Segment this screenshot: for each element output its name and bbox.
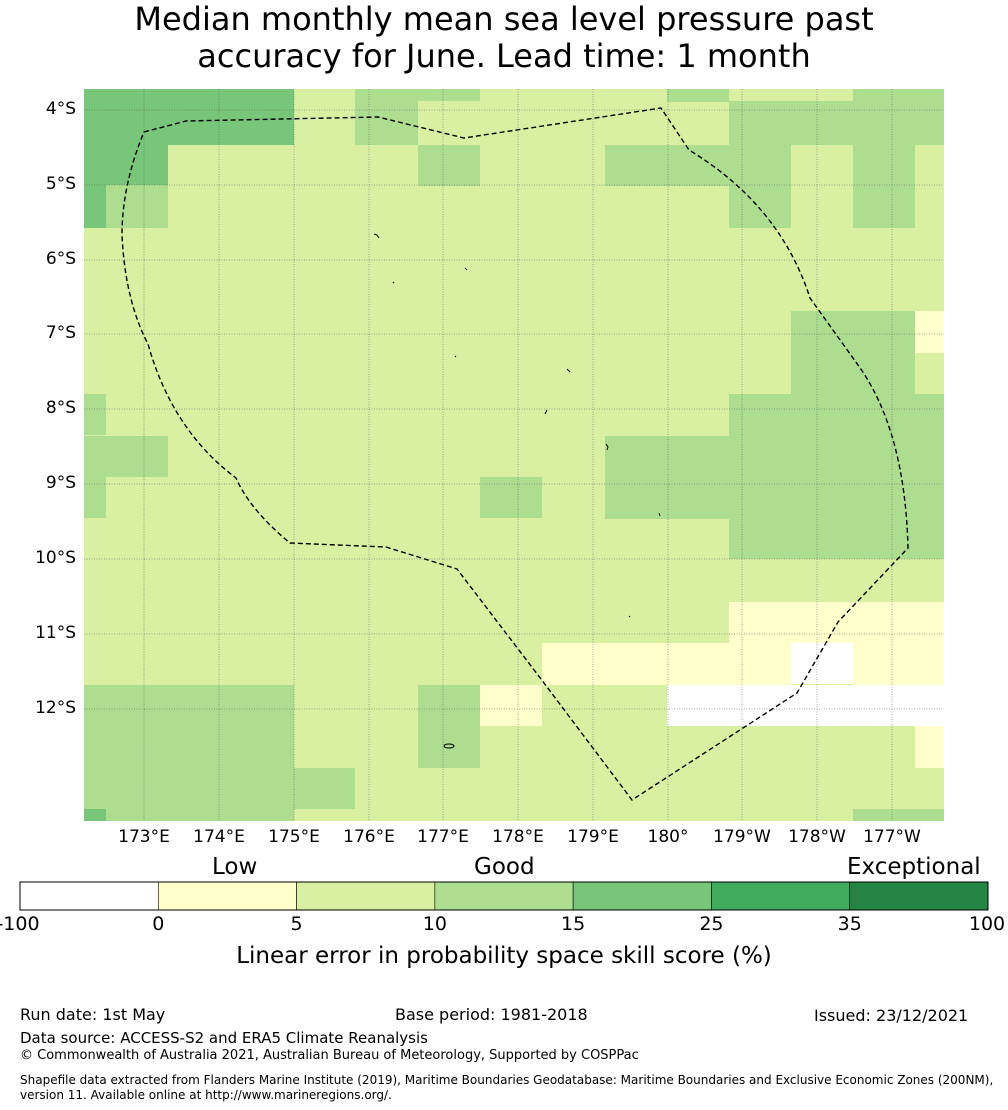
island <box>566 368 571 373</box>
run-date: Run date: 1st May <box>20 1005 166 1024</box>
skill-cell <box>106 185 168 228</box>
issued-date: Issued: 23/12/2021 <box>814 1006 969 1025</box>
colorbar-tick-label: 35 <box>837 913 862 935</box>
skill-cell <box>542 643 791 685</box>
skill-cell <box>84 436 168 477</box>
longitude-label: 179°E <box>567 827 619 847</box>
longitude-label: 179°W <box>713 827 771 847</box>
skill-cell <box>418 145 480 186</box>
longitude-label: 176°E <box>343 827 395 847</box>
category-exceptional: Exceptional <box>847 854 981 880</box>
longitude-label: 180° <box>647 827 689 847</box>
copyright: © Commonwealth of Australia 2021, Austra… <box>20 1048 639 1063</box>
category-good: Good <box>474 854 535 880</box>
colorbar-tick-label: 25 <box>699 913 724 935</box>
latitude-label: 4°S <box>45 99 76 119</box>
graticule <box>84 89 944 821</box>
skill-cell <box>729 602 944 643</box>
latitude-label: 6°S <box>45 249 76 269</box>
skill-cell <box>355 101 418 145</box>
island <box>628 615 631 618</box>
skill-cell <box>480 685 542 726</box>
colorbar-tick-label: 10 <box>422 913 447 935</box>
longitude-label: 173°E <box>118 827 170 847</box>
latitude-label: 9°S <box>45 473 76 493</box>
skill-cell <box>853 89 944 145</box>
colorbar-segment <box>19 881 159 911</box>
island <box>605 443 609 451</box>
skill-cell <box>84 185 106 228</box>
longitude-label: 175°E <box>268 827 320 847</box>
colorbar-tick-label: -100 <box>0 913 40 935</box>
colorbar-tick-label: 5 <box>290 913 303 935</box>
skill-cell <box>853 643 944 685</box>
latitude-label: 7°S <box>45 323 76 343</box>
map-title-line-1: Median monthly mean sea level pressure p… <box>134 0 874 38</box>
shapefile-credit-2: version 11. Available online at http://w… <box>20 1088 392 1102</box>
skill-cell <box>84 477 106 518</box>
island <box>658 512 661 517</box>
skill-cell <box>84 809 106 821</box>
base-period: Base period: 1981-2018 <box>395 1005 588 1024</box>
colorbar-segment <box>849 881 989 911</box>
longitude-label: 174°E <box>193 827 245 847</box>
map-title-line-2: accuracy for June. Lead time: 1 month <box>197 37 811 75</box>
colorbar-segment <box>296 881 436 911</box>
latitude-label: 11°S <box>35 623 76 643</box>
skill-cell <box>915 311 944 353</box>
island <box>454 355 457 358</box>
skill-cell <box>915 726 944 768</box>
shapefile-credit-1: Shapefile data extracted from Flanders M… <box>20 1073 994 1087</box>
skill-cell <box>418 685 480 768</box>
island <box>373 233 380 239</box>
skill-cell <box>729 186 791 228</box>
skill-cell <box>667 685 944 726</box>
skill-cell <box>605 145 791 186</box>
colorbar-title: Linear error in probability space skill … <box>236 943 772 969</box>
latitude-label: 12°S <box>35 698 76 718</box>
colorbar-segment <box>157 881 297 911</box>
skill-cell <box>355 89 480 101</box>
skill-cell <box>84 89 294 145</box>
island <box>544 409 548 415</box>
data-source: Data source: ACCESS-S2 and ERA5 Climate … <box>20 1029 428 1047</box>
longitude-label: 178°W <box>788 827 846 847</box>
skill-cell <box>729 394 944 559</box>
colorbar-tick-label: 100 <box>968 913 1006 935</box>
longitude-label: 177°W <box>863 827 921 847</box>
colorbar <box>19 881 989 911</box>
skill-cell <box>853 809 944 821</box>
skill-cell <box>605 436 729 519</box>
skill-cell <box>915 353 944 394</box>
latitude-label: 5°S <box>45 174 76 194</box>
colorbar-segment <box>434 881 574 911</box>
colorbar-outline <box>19 881 989 911</box>
skill-cell <box>480 477 542 518</box>
skill-cell <box>791 311 916 394</box>
island <box>464 267 468 271</box>
skill-cell <box>853 145 915 228</box>
skill-cell <box>294 89 355 101</box>
skill-cell <box>84 145 168 185</box>
category-low: Low <box>212 854 258 880</box>
colorbar-segment <box>711 881 851 911</box>
island <box>392 281 395 284</box>
skill-cell <box>294 768 355 809</box>
colorbar-tick-label: 15 <box>561 913 586 935</box>
skill-grid <box>84 89 944 821</box>
skill-cell <box>667 89 729 102</box>
island <box>443 743 455 749</box>
skill-cell <box>84 394 106 435</box>
islands <box>373 233 661 749</box>
longitude-label: 177°E <box>417 827 469 847</box>
colorbar-segment <box>572 881 712 911</box>
colorbar-tick-label: 0 <box>152 913 165 935</box>
latitude-label: 8°S <box>45 398 76 418</box>
latitude-label: 10°S <box>35 548 76 568</box>
eez-boundary <box>121 107 909 801</box>
longitude-label: 178°E <box>492 827 544 847</box>
skill-cell <box>84 685 294 821</box>
